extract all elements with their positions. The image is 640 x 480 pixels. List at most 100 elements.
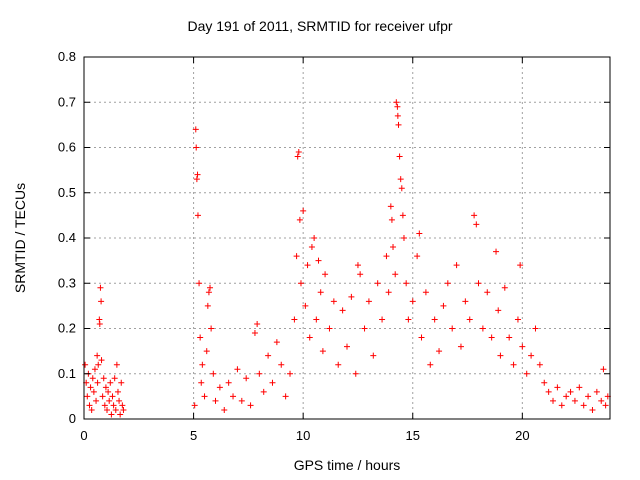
data-point	[385, 289, 392, 296]
data-point	[495, 307, 502, 314]
data-point	[398, 185, 405, 192]
data-point	[335, 361, 342, 368]
data-point	[319, 348, 326, 355]
data-point	[440, 302, 447, 309]
data-point	[256, 370, 263, 377]
data-point	[394, 112, 401, 119]
data-point	[89, 375, 96, 382]
data-point	[322, 271, 329, 278]
data-point	[576, 384, 583, 391]
data-point	[348, 293, 355, 300]
data-point	[361, 325, 368, 332]
data-point	[550, 397, 557, 404]
data-point	[488, 334, 495, 341]
data-point	[86, 402, 93, 409]
data-point	[330, 298, 337, 305]
data-point	[193, 144, 200, 151]
data-point	[541, 379, 548, 386]
data-point	[196, 280, 203, 287]
y-tick-label: 0.2	[58, 321, 76, 336]
data-point	[221, 406, 228, 413]
data-point	[365, 298, 372, 305]
data-point	[393, 99, 400, 106]
data-point	[399, 212, 406, 219]
data-point	[205, 289, 212, 296]
data-point	[602, 402, 609, 409]
data-point	[395, 121, 402, 128]
data-point	[105, 388, 112, 395]
data-point	[94, 352, 101, 359]
data-point	[357, 271, 364, 278]
data-point	[400, 235, 407, 241]
data-point	[563, 393, 570, 400]
y-tick-label: 0	[69, 411, 76, 426]
data-point	[247, 402, 254, 409]
data-point	[243, 375, 250, 382]
data-point	[273, 339, 280, 346]
data-point	[392, 271, 399, 278]
axis-ticks: 0 0.1 0.2 0.3 0.4 0.5 0.6 0.7 0.8 0 5 10 15 20	[58, 49, 610, 443]
y-tick-label: 0.3	[58, 275, 76, 290]
data-point	[191, 402, 198, 409]
data-point	[600, 366, 607, 373]
data-point	[517, 262, 524, 269]
data-point	[374, 280, 381, 287]
data-point	[94, 379, 101, 386]
data-point	[344, 343, 350, 350]
data-point	[390, 244, 397, 251]
grid	[84, 57, 610, 419]
data-point	[82, 361, 89, 368]
data-point	[436, 348, 443, 355]
data-point	[111, 375, 118, 382]
data-point	[567, 388, 574, 395]
x-tick-label: 0	[80, 428, 87, 443]
data-point	[462, 298, 469, 305]
data-point	[308, 244, 315, 251]
data-point	[466, 316, 473, 323]
x-tick-label: 5	[190, 428, 197, 443]
data-point	[523, 370, 530, 377]
data-point	[339, 307, 346, 314]
data-point	[300, 207, 307, 214]
data-point	[497, 352, 504, 359]
data-point	[501, 284, 508, 291]
data-point	[198, 379, 205, 386]
x-tick-label: 10	[296, 428, 310, 443]
x-tick-label: 15	[406, 428, 420, 443]
data-point	[585, 393, 592, 400]
data-point	[98, 298, 105, 305]
data-point	[98, 357, 105, 364]
data-point	[403, 280, 410, 287]
data-point	[113, 361, 120, 368]
data-point	[114, 388, 121, 395]
data-point	[506, 334, 513, 341]
data-point	[91, 366, 98, 373]
data-point	[116, 397, 123, 404]
data-point	[388, 216, 395, 223]
data-point	[100, 375, 107, 382]
data-point	[208, 325, 215, 332]
data-point	[532, 325, 539, 332]
data-point	[304, 262, 311, 269]
data-point	[311, 235, 318, 241]
data-point	[192, 126, 199, 133]
data-point	[297, 280, 304, 287]
data-point	[201, 393, 208, 400]
data-point	[397, 176, 404, 183]
data-point	[313, 316, 320, 323]
y-tick-label: 0.7	[58, 94, 76, 109]
data-point	[558, 402, 565, 409]
data-point	[427, 361, 434, 368]
data-point	[251, 330, 258, 337]
data-point	[416, 230, 423, 237]
data-point	[473, 221, 480, 228]
data-point	[514, 316, 521, 323]
data-point	[370, 352, 377, 359]
data-point	[287, 370, 294, 377]
data-point	[580, 402, 587, 409]
data-point	[194, 212, 201, 219]
data-point	[97, 284, 104, 291]
data-point	[117, 411, 124, 418]
data-point	[444, 280, 451, 287]
data-point	[409, 298, 416, 305]
